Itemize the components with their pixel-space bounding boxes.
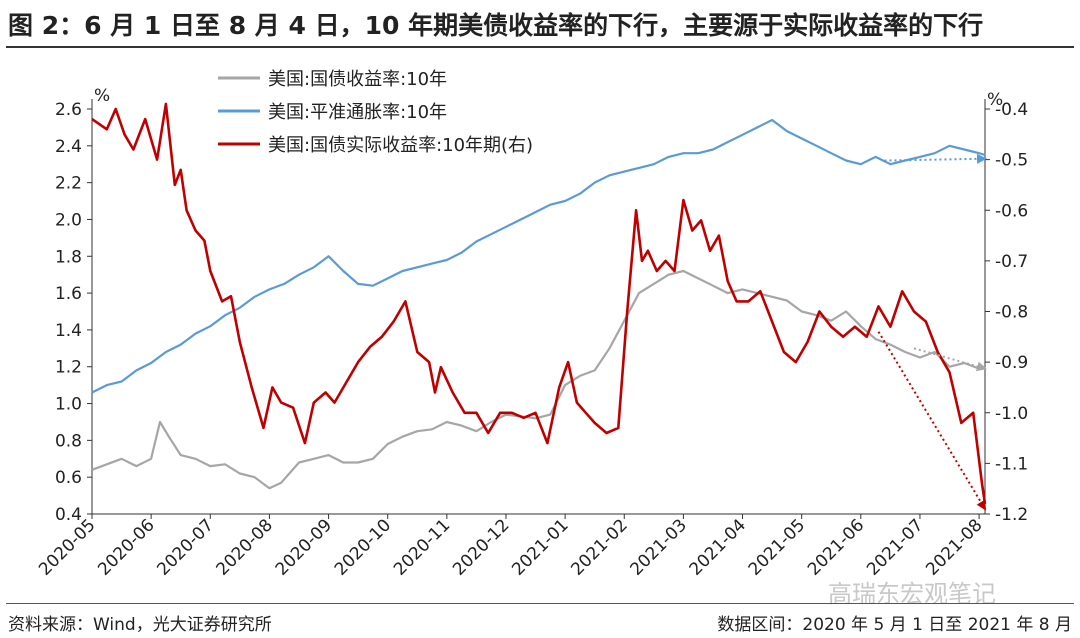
legend-label: 美国:国债收益率:10年 [268,69,447,90]
left-tick-label: 2.4 [55,137,82,157]
right-tick-label: -0.6 [995,201,1028,221]
x-tick-label: 2021-05 [745,515,809,579]
x-tick-label: 2021-06 [804,515,868,579]
right-tick-label: -0.8 [995,303,1028,323]
x-tick-label: 2020-10 [331,515,395,579]
left-tick-label: 0.4 [55,505,82,525]
trend-arrow [913,347,987,372]
x-tick-label: 2020-05 [35,515,99,579]
legend-label: 美国:国债实际收益率:10年期(右) [268,135,533,156]
left-unit-label: % [94,86,110,106]
x-tick-label: 2020-11 [390,515,454,579]
figure-title: 图 2：6 月 1 日至 8 月 4 日，10 年期美债收益率的下行，主要源于实… [8,11,984,40]
title-divider [6,46,1074,48]
trend-arrow [877,331,987,511]
left-tick-label: 1.4 [55,321,82,341]
x-tick-label: 2021-07 [863,515,927,579]
x-tick-label: 2020-07 [153,515,217,579]
legend-label: 美国:平准通胀率:10年 [268,102,447,123]
date-range-note: 数据区间：2020 年 5 月 1 日至 2021 年 8 月 [717,615,1072,635]
x-tick-label: 2021-02 [567,515,631,579]
right-tick-label: -0.4 [995,100,1028,120]
right-tick-label: -0.5 [995,151,1028,171]
right-unit-label: % [987,90,1003,110]
series-line-real-yield [91,102,987,505]
right-tick-label: -1.2 [995,505,1028,525]
source-note: 资料来源：Wind，光大证券研究所 [8,615,272,635]
x-tick-label: 2021-03 [627,515,691,579]
left-tick-label: 1.8 [55,247,82,267]
right-tick-label: -0.7 [995,252,1028,272]
x-tick-label: 2021-04 [686,515,750,579]
right-tick-label: -1.0 [995,404,1028,424]
left-tick-label: 2.6 [55,100,82,120]
x-tick-label: 2020-08 [213,515,277,579]
left-tick-label: 1.2 [55,358,82,378]
footer-divider [6,603,1074,604]
left-tick-label: 0.6 [55,468,82,488]
x-tick-label: 2021-01 [508,515,572,579]
left-tick-label: 0.8 [55,431,82,451]
left-tick-label: 1.6 [55,284,82,304]
x-tick-label: 2020-12 [449,515,513,579]
x-tick-label: 2020-09 [272,515,336,579]
right-tick-label: -1.1 [995,454,1028,474]
series-line-nominal-yield [91,269,986,490]
left-tick-label: 2.0 [55,210,82,230]
left-tick-label: 1.0 [55,395,82,415]
left-tick-label: 2.2 [55,174,82,194]
series-line-breakeven [91,118,986,394]
trend-arrow [884,153,987,164]
right-tick-label: -0.9 [995,353,1028,373]
x-tick-label: 2020-06 [94,515,158,579]
chart-area: % % 2.6 2.4 2.2 2.0 1.8 1.6 1.4 1.2 1.0 0.8 0.6 0.4 -0… [35,69,1028,580]
x-tick-label: 2021-08 [922,515,986,579]
